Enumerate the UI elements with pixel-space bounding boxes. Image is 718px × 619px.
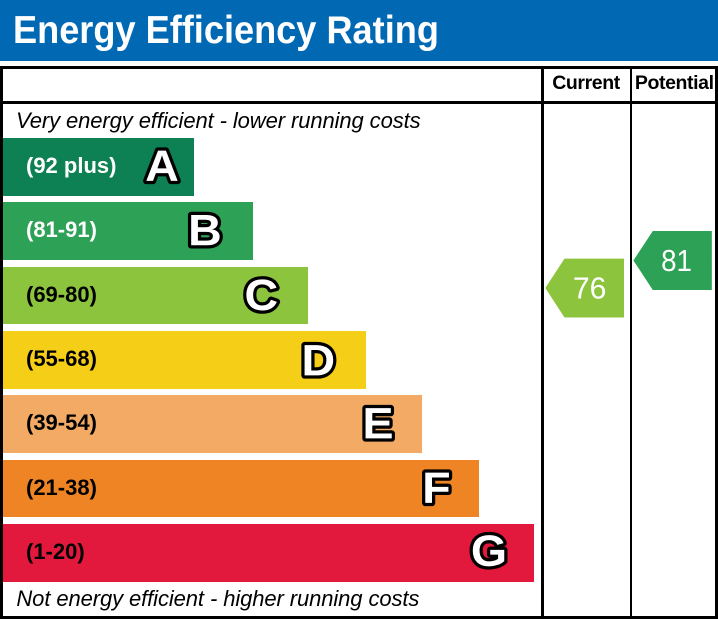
svg-text:76: 76 [573, 272, 607, 305]
svg-text:81: 81 [661, 245, 692, 278]
